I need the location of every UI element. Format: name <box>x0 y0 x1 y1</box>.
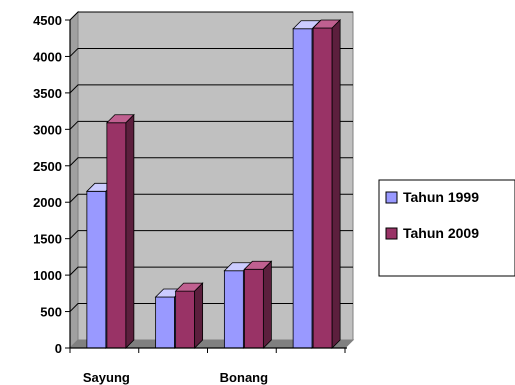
legend-label: Tahun 2009 <box>403 225 479 241</box>
x-category-labels: Sayung Bonang <box>83 370 268 385</box>
bar-front <box>155 296 176 349</box>
bar-front <box>223 270 244 349</box>
bar-side <box>331 19 341 349</box>
legend-swatch <box>385 191 398 204</box>
y-tick-label: 0 <box>55 341 62 356</box>
legend-box <box>378 179 515 277</box>
legend-entry: Tahun 2009 <box>385 225 479 241</box>
bar-front <box>243 268 264 349</box>
gridline <box>69 11 353 21</box>
legend: Tahun 1999 Tahun 2009 <box>378 179 515 277</box>
bar <box>105 113 135 349</box>
y-tick-label: 2500 <box>33 159 62 174</box>
gridline <box>69 47 353 57</box>
y-tick-label: 1000 <box>33 268 62 283</box>
gridline <box>69 84 353 94</box>
x-category-label: Sayung <box>83 370 130 385</box>
y-tick-label: 500 <box>40 305 62 320</box>
bar-front <box>106 122 127 349</box>
y-tick-labels: 0 500 1000 1500 2000 2500 3000 3500 4000 4500 <box>33 13 62 356</box>
gridline <box>69 230 353 240</box>
bar <box>174 282 204 349</box>
y-tick-label: 3500 <box>33 86 62 101</box>
bar-side <box>194 282 204 349</box>
bar-side <box>125 113 135 349</box>
gridline <box>69 120 353 130</box>
bar-front <box>312 27 333 349</box>
bar-side <box>262 260 272 349</box>
bars <box>85 19 342 349</box>
bar-front <box>292 28 313 349</box>
bar-front <box>86 190 107 349</box>
gridline <box>69 157 353 167</box>
plot-side-wall <box>69 10 79 350</box>
legend-swatch <box>385 227 398 240</box>
y-tick-label: 3000 <box>33 122 62 137</box>
y-tick-label: 2000 <box>33 195 62 210</box>
bar-front <box>175 290 196 349</box>
axes <box>65 19 347 353</box>
y-tick-label: 4000 <box>33 49 62 64</box>
gridline <box>69 193 353 203</box>
y-tick-label: 1500 <box>33 232 62 247</box>
x-category-label: Bonang <box>220 370 268 385</box>
legend-label: Tahun 1999 <box>403 189 479 205</box>
y-tick-label: 4500 <box>33 13 62 28</box>
legend-entry: Tahun 1999 <box>385 189 479 205</box>
bar <box>243 260 273 349</box>
bar <box>312 19 342 349</box>
